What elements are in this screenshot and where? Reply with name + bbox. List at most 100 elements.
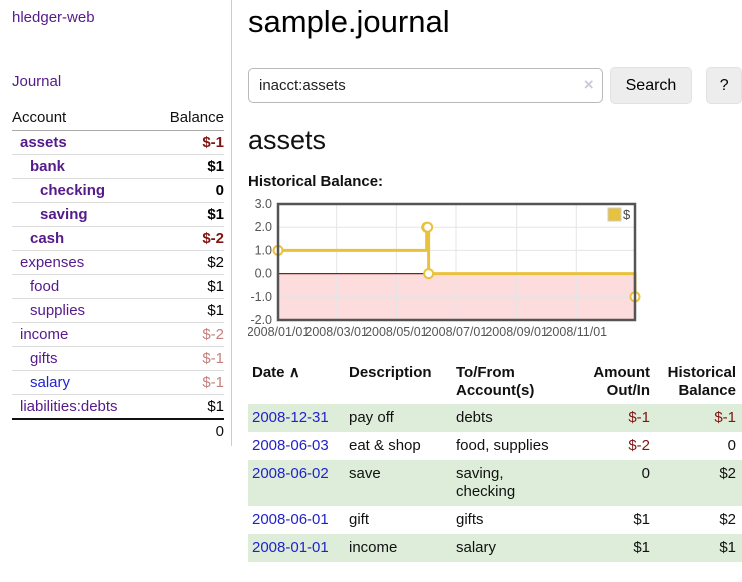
- sidebar-account-link-liabilities-debts[interactable]: liabilities:debts: [20, 398, 118, 415]
- search-input[interactable]: [248, 68, 603, 103]
- register-row: 2008-06-02 save saving, checking 0 $2: [248, 460, 742, 506]
- svg-text:1.0: 1.0: [255, 243, 272, 257]
- transaction-description: pay off: [349, 409, 394, 426]
- main-content: sample.journal × Search ? assets Histori…: [248, 0, 742, 562]
- sidebar-account-row: checking 0: [12, 178, 224, 203]
- sidebar-account-link-saving[interactable]: saving: [40, 206, 88, 223]
- transaction-description: save: [349, 465, 381, 482]
- svg-text:-1.0: -1.0: [250, 290, 272, 304]
- transaction-amount: $-2: [628, 437, 650, 454]
- transaction-date-cell: 2008-06-03: [248, 432, 345, 460]
- sidebar-account-link-assets[interactable]: assets: [20, 134, 67, 151]
- legend-swatch: [607, 207, 622, 222]
- register-row: 2008-12-31 pay off debts $-1 $-1: [248, 404, 742, 432]
- transaction-description: eat & shop: [349, 437, 421, 454]
- svg-text:2008/03/01: 2008/03/01: [305, 325, 368, 339]
- transaction-accounts: saving, checking: [456, 465, 516, 500]
- sidebar-account-row: liabilities:debts $1: [12, 395, 224, 420]
- col-balance: Historical Balance: [667, 364, 736, 399]
- sidebar-account-row: food $1: [12, 274, 224, 299]
- page-title: sample.journal: [248, 4, 450, 39]
- transaction-accounts: gifts: [456, 511, 484, 528]
- sidebar-account-link-supplies[interactable]: supplies: [30, 302, 86, 319]
- transaction-date-link[interactable]: 2008-01-01: [252, 539, 329, 556]
- sidebar-account-link-cash[interactable]: cash: [30, 230, 65, 247]
- register-header-row: Date ∧ Description To/From Account(s) Am…: [248, 360, 742, 404]
- col-description: Description: [349, 364, 432, 381]
- sidebar-account-balance: 0: [152, 178, 224, 203]
- nav-journal-link[interactable]: Journal: [12, 73, 62, 90]
- clear-search-icon[interactable]: ×: [583, 75, 594, 94]
- transaction-balance: $1: [719, 539, 736, 556]
- sidebar-account-balance: $-1: [152, 346, 224, 371]
- register-table: Date ∧ Description To/From Account(s) Am…: [248, 360, 742, 562]
- transaction-balance: $-1: [714, 409, 736, 426]
- sidebar-account-row: income $-2: [12, 322, 224, 347]
- col-date-sort[interactable]: Date ∧: [248, 360, 345, 404]
- transaction-accounts: debts: [456, 409, 493, 426]
- svg-text:2008/01/01: 2008/01/01: [248, 325, 309, 339]
- sidebar: hledger-web Journal Account Balance asse…: [0, 0, 232, 446]
- transaction-description: income: [349, 539, 398, 556]
- col-date-label: Date: [252, 364, 285, 381]
- sidebar-account-row: bank $1: [12, 154, 224, 179]
- sidebar-account-balance: $1: [152, 274, 224, 299]
- sidebar-account-balance: $-2: [152, 322, 224, 347]
- sidebar-account-row: salary $-1: [12, 370, 224, 395]
- sidebar-account-link-checking[interactable]: checking: [40, 182, 106, 199]
- transaction-date-cell: 2008-06-02: [248, 460, 345, 506]
- balance-chart: 3.0 2.0 1.0 0.0 -1.0 -2.02008/01/012008/03/01…: [248, 198, 641, 339]
- svg-text:2008/11/01: 2008/11/01: [545, 325, 607, 339]
- transaction-amount: 0: [641, 465, 650, 482]
- sidebar-account-link-gifts[interactable]: gifts: [30, 350, 58, 367]
- sidebar-account-link-food[interactable]: food: [30, 278, 60, 295]
- transaction-balance: $2: [719, 465, 736, 482]
- sidebar-account-row: expenses $2: [12, 250, 224, 275]
- sidebar-account-link-bank[interactable]: bank: [30, 158, 66, 175]
- sidebar-account-balance: $1: [207, 398, 224, 415]
- accounts-table: Account Balance assets $-1 bank $1 checking 0…: [12, 106, 224, 443]
- transaction-date-cell: 2008-01-01: [248, 534, 345, 562]
- sidebar-account-link-expenses[interactable]: expenses: [20, 254, 85, 271]
- accounts-total-spacer: [12, 418, 153, 443]
- svg-text:2008/05/01: 2008/05/01: [365, 325, 428, 339]
- register-row: 2008-06-03 eat & shop food, supplies $-2 0: [248, 432, 742, 460]
- transaction-balance: 0: [727, 437, 736, 454]
- sidebar-account-link-salary[interactable]: salary: [30, 374, 71, 391]
- accounts-col-account: Account: [12, 106, 153, 131]
- svg-text:0.0: 0.0: [255, 267, 272, 281]
- col-amount: Amount Out/In: [593, 364, 650, 399]
- register-row: 2008-06-01 gift gifts $1 $2: [248, 506, 742, 534]
- transaction-date-link[interactable]: 2008-06-01: [252, 511, 329, 528]
- sidebar-account-balance: $-2: [152, 226, 224, 251]
- transaction-accounts: salary: [456, 539, 497, 556]
- transaction-amount: $1: [633, 511, 650, 528]
- sidebar-account-balance: $-1: [152, 130, 224, 155]
- help-button[interactable]: ?: [706, 67, 742, 104]
- transaction-date-cell: 2008-12-31: [248, 404, 345, 432]
- sidebar-account-row: supplies $1: [12, 298, 224, 323]
- sidebar-account-row: cash $-2: [12, 226, 224, 251]
- transaction-date-link[interactable]: 2008-12-31: [252, 409, 329, 426]
- chart-title: Historical Balance:: [248, 173, 384, 190]
- transaction-date-link[interactable]: 2008-06-03: [252, 437, 329, 454]
- sidebar-account-balance: $1: [152, 298, 224, 323]
- sidebar-account-row: gifts $-1: [12, 346, 224, 371]
- transaction-accounts: food, supplies: [456, 437, 549, 454]
- sidebar-account-row: assets $-1: [12, 130, 224, 155]
- transaction-date-link[interactable]: 2008-06-02: [252, 465, 329, 482]
- search-button[interactable]: Search: [609, 67, 693, 104]
- sidebar-account-balance: $-1: [152, 370, 224, 395]
- account-heading: assets: [248, 125, 327, 155]
- transaction-amount: $1: [633, 539, 650, 556]
- accounts-total-row: 0: [12, 418, 224, 443]
- sidebar-account-balance: $1: [152, 154, 224, 179]
- brand-link[interactable]: hledger-web: [12, 9, 95, 26]
- svg-text:3.0: 3.0: [255, 198, 272, 211]
- register-row: 2008-01-01 income salary $1 $1: [248, 534, 742, 562]
- sidebar-account-balance: $1: [152, 202, 224, 227]
- transaction-description: gift: [349, 511, 370, 528]
- sort-asc-icon: ∧: [288, 364, 300, 381]
- sidebar-account-link-income[interactable]: income: [20, 326, 69, 343]
- sidebar-account-row: saving $1: [12, 202, 224, 227]
